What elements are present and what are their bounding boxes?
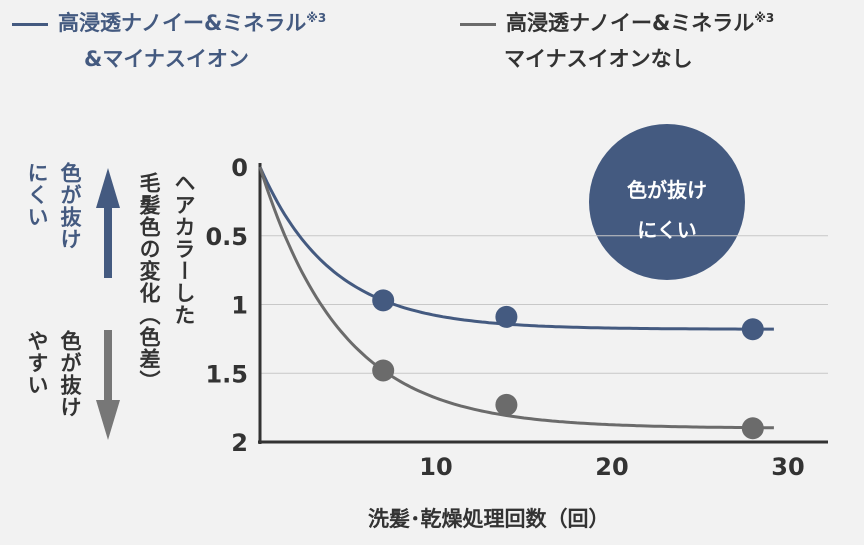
legend-label-2: マイナスイオンなし [504, 47, 693, 71]
legend-item-gray: 高浸透ナノイー&ミネラル※3 マイナスイオンなし [460, 0, 774, 77]
up-arrow-icon [96, 168, 120, 278]
y-tick-label: 1 [231, 292, 248, 320]
down-arrow-icon [96, 330, 120, 440]
legend-sup: ※3 [306, 11, 327, 25]
legend-swatch [460, 22, 496, 26]
y-axis-label-1: ヘアカラーした [172, 172, 196, 326]
data-point [741, 318, 764, 341]
y-tick-label: 1.5 [205, 360, 248, 388]
legend-label: 高浸透ナノイー&ミネラル [506, 11, 755, 35]
y-tick-label: 0.5 [205, 223, 248, 251]
legend-sup: ※3 [754, 11, 775, 25]
series-line-0 [258, 166, 774, 331]
data-point [372, 359, 395, 382]
x-tick-label: 30 [771, 453, 804, 481]
up-label-2: にくい [25, 162, 49, 228]
data-point [495, 305, 518, 328]
down-label-1: 色が抜け [58, 330, 82, 418]
x-tick-label: 10 [419, 453, 452, 481]
y-tick-label: 0 [231, 154, 248, 182]
legend-label: 高浸透ナノイー&ミネラル [58, 11, 307, 35]
data-point [495, 393, 518, 416]
y-tick-label: 2 [231, 429, 248, 457]
legend-label-2: &マイナスイオン [84, 47, 249, 71]
x-tick-label: 20 [595, 453, 628, 481]
down-label-2: やすい [25, 330, 49, 396]
y-axis-label-2: 毛髪色の変化（色差） [137, 172, 161, 392]
badge-line-2: にくい [637, 218, 697, 242]
up-label-1: 色が抜け [58, 162, 82, 250]
x-axis-label: 洗髪･乾燥処理回数（回） [368, 507, 610, 531]
badge-circle [589, 124, 745, 280]
badge-line-1: 色が抜け [627, 178, 707, 202]
legend-item-blue: 高浸透ナノイー&ミネラル※3 &マイナスイオン [12, 0, 326, 77]
data-point [372, 289, 395, 312]
badge: 色が抜け にくい [589, 170, 745, 250]
series-line-1 [258, 166, 774, 430]
legend-swatch [12, 22, 48, 26]
data-point [741, 417, 764, 440]
